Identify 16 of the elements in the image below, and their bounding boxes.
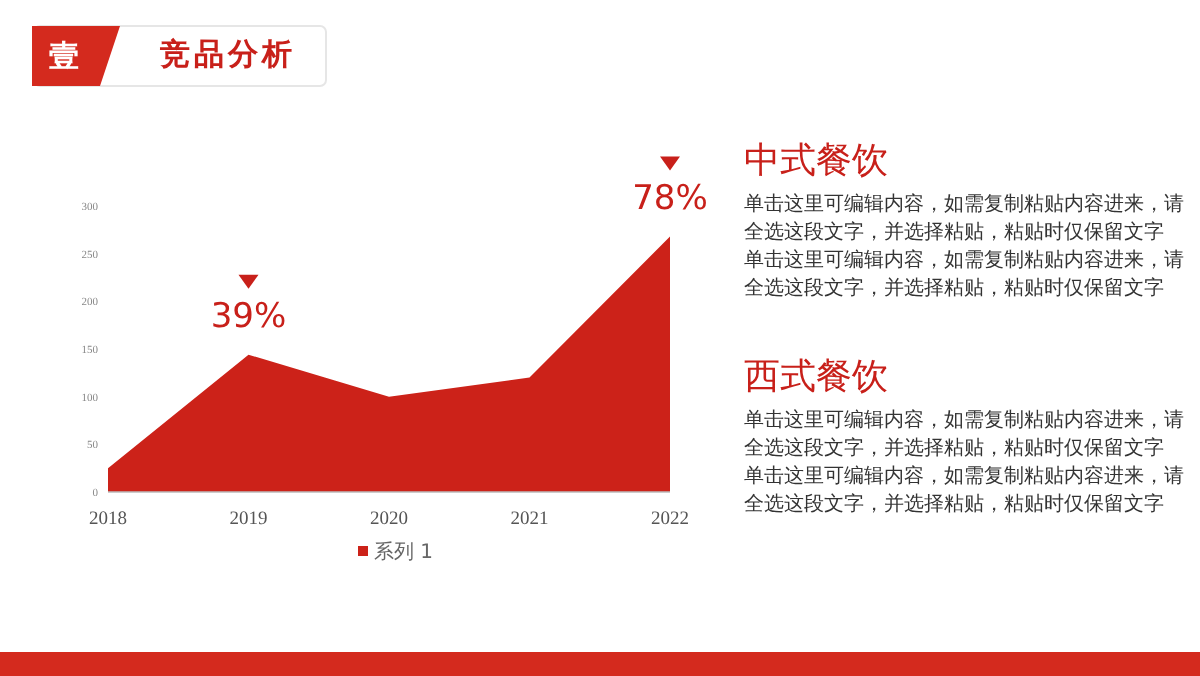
- x-tick-label: 2021: [510, 510, 549, 530]
- text: 单击这里可编辑内容，如需复制粘贴内容进来，请全选这段文字，并选择粘贴，粘贴时仅保留文字: [744, 192, 1186, 248]
- text: 竞品分析: [158, 34, 298, 74]
- text: 单击这里可编辑内容，如需复制粘贴内容进来，请全选这段文字，并选择粘贴，粘贴时仅保留文字: [744, 408, 1186, 464]
- annotation: 39%: [210, 296, 287, 337]
- x-tick-label: 2018: [89, 510, 128, 530]
- text: 壹: [47, 36, 81, 76]
- annotation: 78%: [632, 178, 708, 219]
- legend-label: 系列 1: [374, 540, 434, 564]
- text: 单击这里可编辑内容，如需复制粘贴内容进来，请全选这段文字，并选择粘贴，粘贴时仅保留文字: [744, 464, 1186, 520]
- x-tick-label: 2022: [651, 510, 690, 530]
- x-tick-label: 2020: [370, 510, 409, 530]
- text: 中式餐饮: [744, 140, 890, 184]
- text: 单击这里可编辑内容，如需复制粘贴内容进来，请全选这段文字，并选择粘贴，粘贴时仅保留文字: [744, 248, 1186, 304]
- x-tick-label: 2019: [229, 510, 268, 530]
- text: 西式餐饮: [744, 356, 890, 400]
